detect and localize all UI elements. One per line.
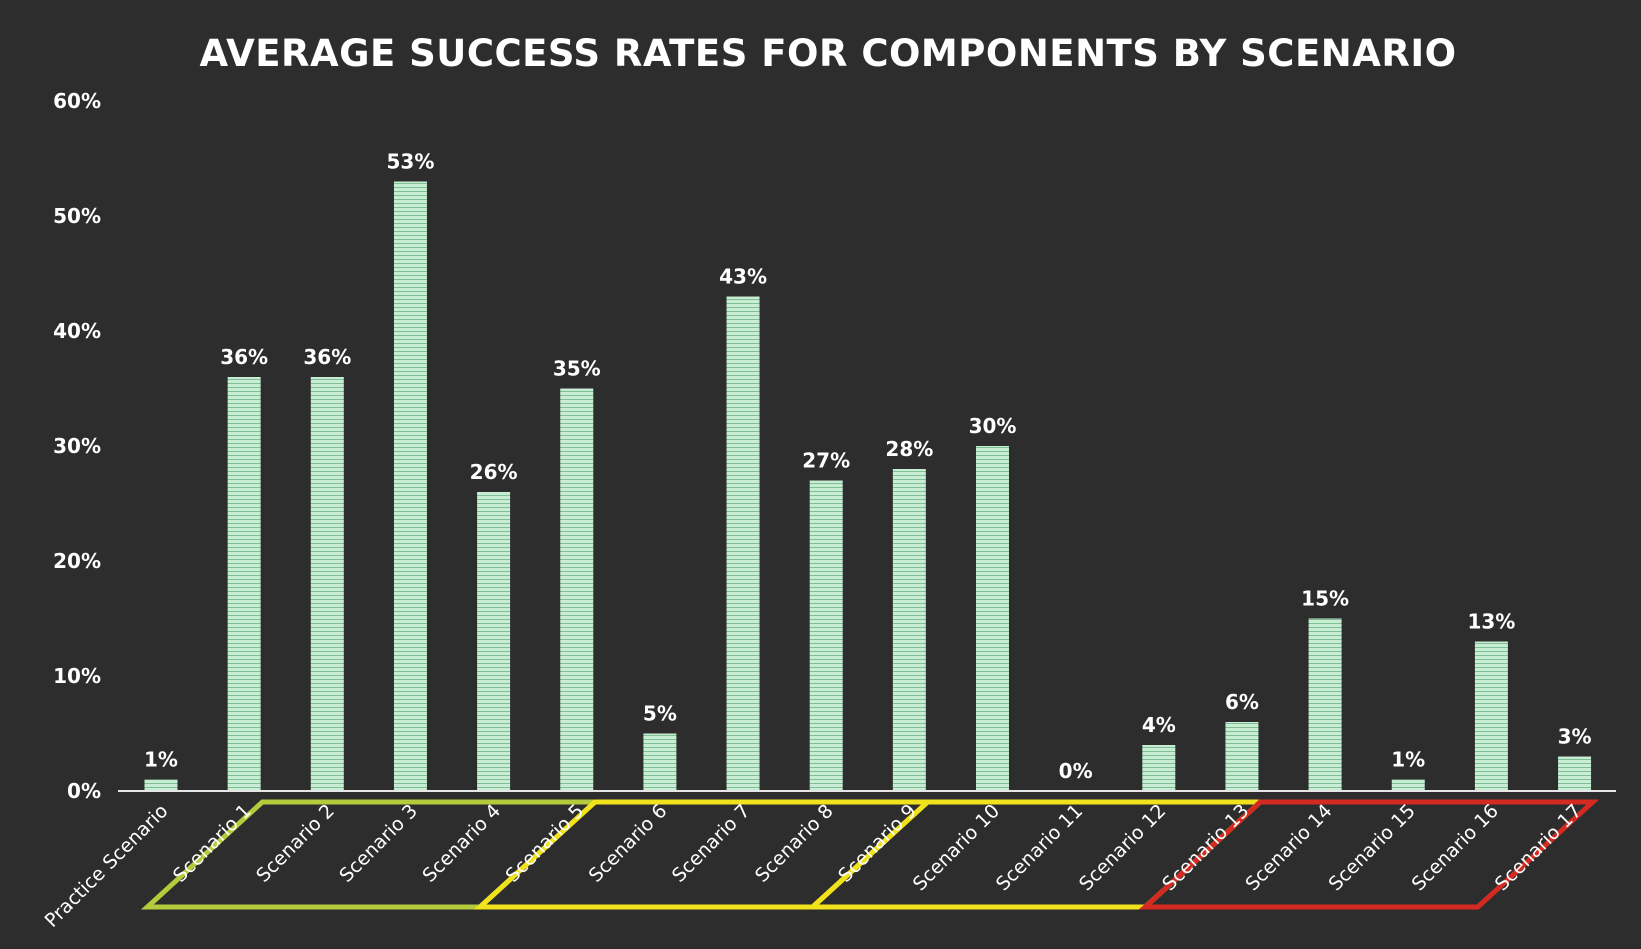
x-tick-label: Scenario 14	[1241, 800, 1336, 895]
bar-scenario-1	[227, 377, 261, 791]
bar-scenario-6	[643, 733, 677, 791]
x-tick-label: Scenario 7	[668, 800, 755, 887]
group-red-outline	[1138, 799, 1600, 910]
x-tick-label: Scenario 9	[834, 800, 921, 887]
data-label: 5%	[643, 702, 677, 726]
x-tick-label: Scenario 15	[1324, 800, 1419, 895]
data-label: 15%	[1301, 587, 1349, 611]
data-label: 26%	[470, 460, 518, 484]
data-label: 1%	[1391, 748, 1425, 772]
data-label: 4%	[1142, 713, 1176, 737]
x-tick-label: Scenario 1	[169, 800, 256, 887]
data-label: 36%	[303, 345, 351, 369]
data-label: 0%	[1059, 759, 1093, 783]
x-tick-label: Scenario 6	[585, 800, 672, 887]
x-tick-label: Scenario 2	[252, 800, 339, 887]
x-tick-label: Scenario 12	[1075, 800, 1170, 895]
data-label: 1%	[144, 748, 178, 772]
y-tick-label: 30%	[53, 434, 101, 458]
x-tick-label: Scenario 8	[751, 800, 838, 887]
bar-scenario-5	[560, 388, 594, 791]
x-tick-label: Scenario 11	[992, 800, 1087, 895]
x-tick-label: Scenario 3	[335, 800, 422, 887]
bar-scenario-2	[310, 377, 344, 791]
y-tick-label: 0%	[67, 779, 101, 803]
bar-scenario-3	[393, 181, 427, 791]
data-labels: 1% 36% 36% 53% 26% 35% 5% 43% 27% 28% 30% 0% 4% 6% 15%…	[144, 150, 1592, 784]
bar-scenario-13	[1225, 722, 1259, 791]
bar-practice-scenario	[144, 779, 178, 791]
data-label: 30%	[969, 414, 1017, 438]
bars	[144, 181, 1592, 791]
data-label: 6%	[1225, 690, 1259, 714]
data-label: 13%	[1467, 610, 1515, 634]
data-label: 3%	[1558, 725, 1592, 749]
y-tick-label: 50%	[53, 204, 101, 228]
x-tick-label: Practice Scenario	[41, 800, 173, 932]
scenario-group-outlines	[140, 799, 1600, 910]
bar-scenario-14	[1308, 618, 1342, 791]
bar-scenario-15	[1391, 779, 1425, 791]
bar-scenario-7	[726, 296, 760, 791]
y-axis: 0% 10% 20% 30% 40% 50% 60%	[53, 89, 101, 803]
data-label: 35%	[553, 357, 601, 381]
bar-scenario-12	[1142, 745, 1176, 791]
bar-scenario-8	[809, 480, 843, 791]
y-tick-label: 60%	[53, 89, 101, 113]
x-tick-label: Scenario 16	[1408, 800, 1503, 895]
data-label: 43%	[719, 265, 767, 289]
data-label: 53%	[387, 150, 435, 174]
data-label: 36%	[220, 345, 268, 369]
x-tick-label: Scenario 10	[909, 800, 1004, 895]
x-tick-label: Scenario 5	[501, 800, 588, 887]
bar-scenario-10	[976, 446, 1009, 791]
bar-scenario-4	[477, 492, 511, 791]
data-label: 27%	[802, 449, 850, 473]
bar-scenario-9	[892, 469, 926, 791]
x-tick-label: Scenario 17	[1491, 800, 1586, 895]
y-tick-label: 40%	[53, 319, 101, 343]
bar-scenario-17	[1558, 756, 1592, 791]
y-tick-label: 20%	[53, 549, 101, 573]
data-label: 28%	[885, 437, 933, 461]
bar-scenario-16	[1474, 641, 1508, 791]
y-tick-label: 10%	[53, 664, 101, 688]
x-tick-label: Scenario 13	[1158, 800, 1253, 895]
x-tick-label: Scenario 4	[418, 800, 505, 887]
chart-title: AVERAGE SUCCESS RATES FOR COMPONENTS BY …	[199, 32, 1456, 75]
